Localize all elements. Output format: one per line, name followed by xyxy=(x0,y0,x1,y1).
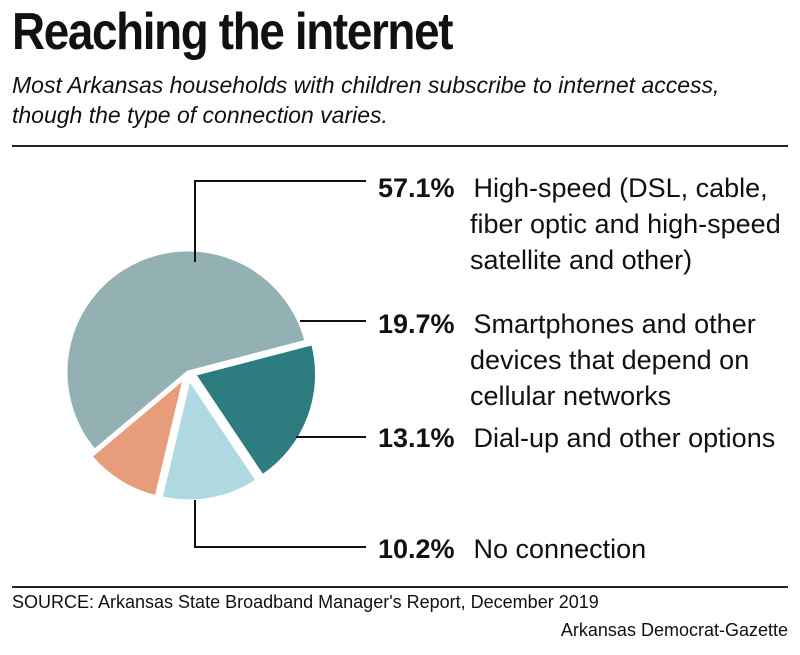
slice-value-high-speed: 57.1% xyxy=(378,173,455,203)
source-note: SOURCE: Arkansas State Broadband Manager… xyxy=(12,592,599,612)
slice-value-no-connection: 10.2% xyxy=(378,534,455,564)
pie-slice-high-speed xyxy=(64,248,308,453)
slice-text-smartphones-2: devices that depend on xyxy=(470,345,750,375)
slice-text-dial-up-1: Dial-up and other options xyxy=(473,423,776,453)
chart-subtitle: Most Arkansas households with children s… xyxy=(12,72,720,128)
slice-text-high-speed-2: fiber optic and high-speed xyxy=(470,209,781,239)
pie-slice-smartphones xyxy=(192,341,318,478)
bottom-divider xyxy=(12,586,788,588)
pie-slice-no-connection xyxy=(88,373,187,499)
slice-label-smartphones: 19.7% Smartphones and other devices that… xyxy=(378,306,756,414)
leader-line-no-connection xyxy=(194,500,366,548)
slice-value-smartphones: 19.7% xyxy=(378,309,455,339)
slice-text-no-connection-1: No connection xyxy=(473,534,647,564)
leader-line-high-speed xyxy=(194,180,366,262)
chart-title: Reaching the internet xyxy=(12,3,453,61)
slice-value-dial-up: 13.1% xyxy=(378,423,455,453)
pie-slice-dial-up xyxy=(159,375,260,503)
slice-label-dial-up: 13.1% Dial-up and other options xyxy=(378,420,775,456)
slice-text-high-speed-1: High-speed (DSL, cable, xyxy=(473,173,768,203)
slice-text-high-speed-3: satellite and other) xyxy=(470,245,693,275)
publisher-credit: Arkansas Democrat-Gazette xyxy=(560,620,788,640)
slice-text-smartphones-1: Smartphones and other xyxy=(473,309,756,339)
slice-label-no-connection: 10.2% No connection xyxy=(378,531,646,567)
slice-label-high-speed: 57.1% High-speed (DSL, cable, fiber opti… xyxy=(378,170,781,278)
slice-text-smartphones-3: cellular networks xyxy=(470,381,672,411)
top-divider xyxy=(12,145,788,147)
